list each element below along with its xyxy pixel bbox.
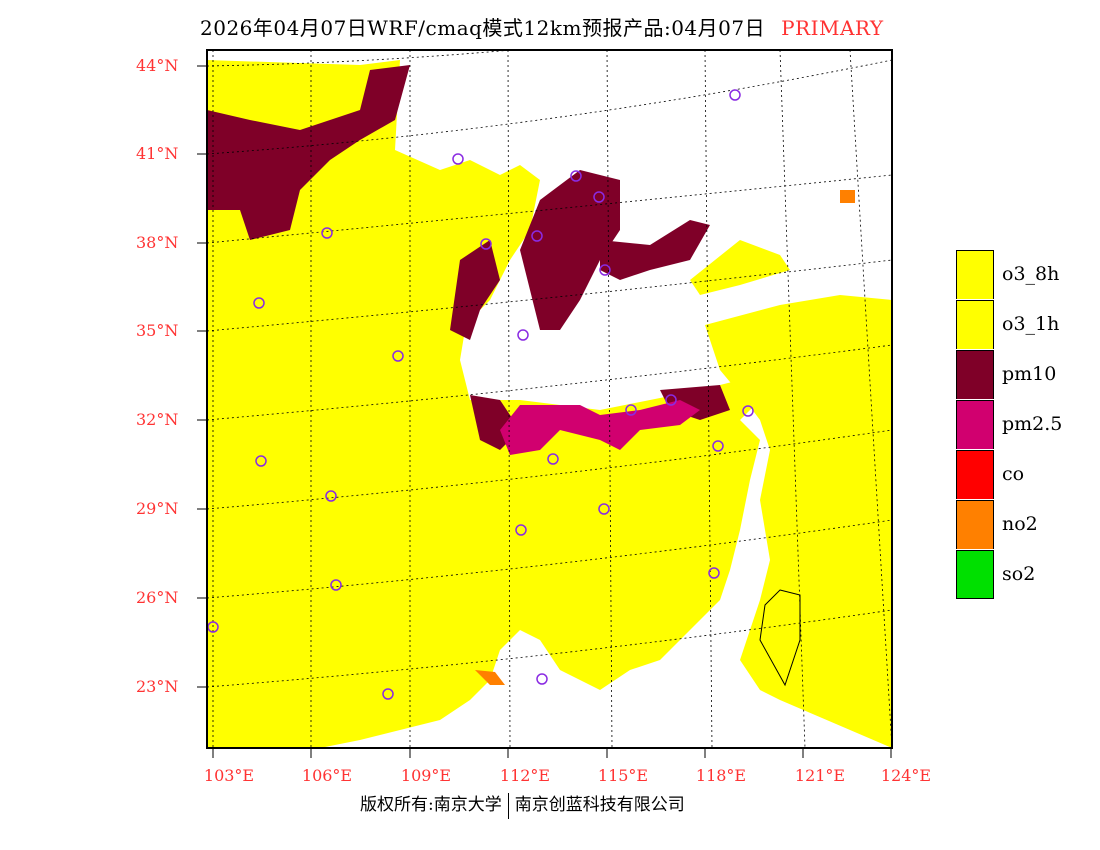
legend: o3_8h o3_1h pm10 pm2.5 co no2 so2: [956, 249, 1062, 599]
lat-label: 29°N: [136, 499, 179, 518]
pm10-region-north: [520, 170, 620, 330]
map-frame: [206, 49, 893, 749]
chart-title: 2026年04月07日WRF/cmaq模式12km预报产品:04月07日 PRIM…: [200, 12, 884, 41]
legend-label: so2: [1002, 563, 1036, 585]
lat-label: 41°N: [136, 144, 179, 163]
lat-label: 38°N: [136, 233, 179, 252]
lon-label: 109°E: [400, 766, 452, 785]
lat-label: 44°N: [136, 56, 179, 75]
title-tag: PRIMARY: [781, 16, 884, 40]
taiwan-outline: [759, 589, 801, 687]
title-main: 2026年04月07日WRF/cmaq模式12km预报产品:04月07日: [200, 16, 766, 40]
legend-swatch: [956, 249, 994, 299]
lon-label: 118°E: [695, 766, 747, 785]
lon-label: 106°E: [301, 766, 353, 785]
copyright-left: 版权所有:南京大学: [360, 795, 502, 815]
legend-swatch: [956, 449, 994, 499]
lon-ticks: [212, 748, 892, 758]
legend-swatch: [956, 549, 994, 599]
legend-item-o3-1h: o3_1h: [956, 299, 1062, 349]
copyright-right: 南京创蓝科技有限公司: [514, 795, 685, 815]
lat-label: 32°N: [136, 410, 179, 429]
legend-label: co: [1002, 463, 1025, 485]
no2-spot: [840, 190, 855, 203]
lat-label: 26°N: [136, 588, 179, 607]
copyright-footer: 版权所有:南京大学 南京创蓝科技有限公司: [360, 790, 685, 819]
legend-label: o3_1h: [1002, 313, 1060, 335]
legend-label: no2: [1002, 513, 1038, 535]
legend-item-pm25: pm2.5: [956, 399, 1062, 449]
legend-item-co: co: [956, 449, 1062, 499]
legend-label: pm10: [1002, 363, 1057, 385]
lon-label: 121°E: [794, 766, 846, 785]
legend-swatch: [956, 499, 994, 549]
lon-label: 112°E: [499, 766, 551, 785]
lat-ticks: [197, 65, 207, 688]
legend-item-so2: so2: [956, 549, 1062, 599]
pm10-region-nw: [207, 65, 410, 240]
lon-label: 103°E: [203, 766, 255, 785]
pm10-region-hebei: [600, 220, 710, 280]
ozone-region-ne: [690, 240, 790, 295]
pm25-region: [500, 400, 700, 455]
legend-swatch: [956, 399, 994, 449]
legend-swatch: [956, 299, 994, 349]
lon-label: 115°E: [597, 766, 649, 785]
legend-item-no2: no2: [956, 499, 1062, 549]
legend-label: pm2.5: [1002, 413, 1063, 435]
lat-label: 23°N: [136, 677, 179, 696]
footer-divider: [507, 792, 509, 819]
pm10-region-shanxi: [450, 240, 500, 340]
legend-item-pm10: pm10: [956, 349, 1062, 399]
legend-swatch: [956, 349, 994, 399]
lat-label: 35°N: [136, 321, 179, 340]
no2-spot: [475, 670, 505, 685]
lon-label: 124°E: [880, 766, 932, 785]
legend-label: o3_8h: [1002, 263, 1060, 285]
legend-item-o3-8h: o3_8h: [956, 249, 1062, 299]
